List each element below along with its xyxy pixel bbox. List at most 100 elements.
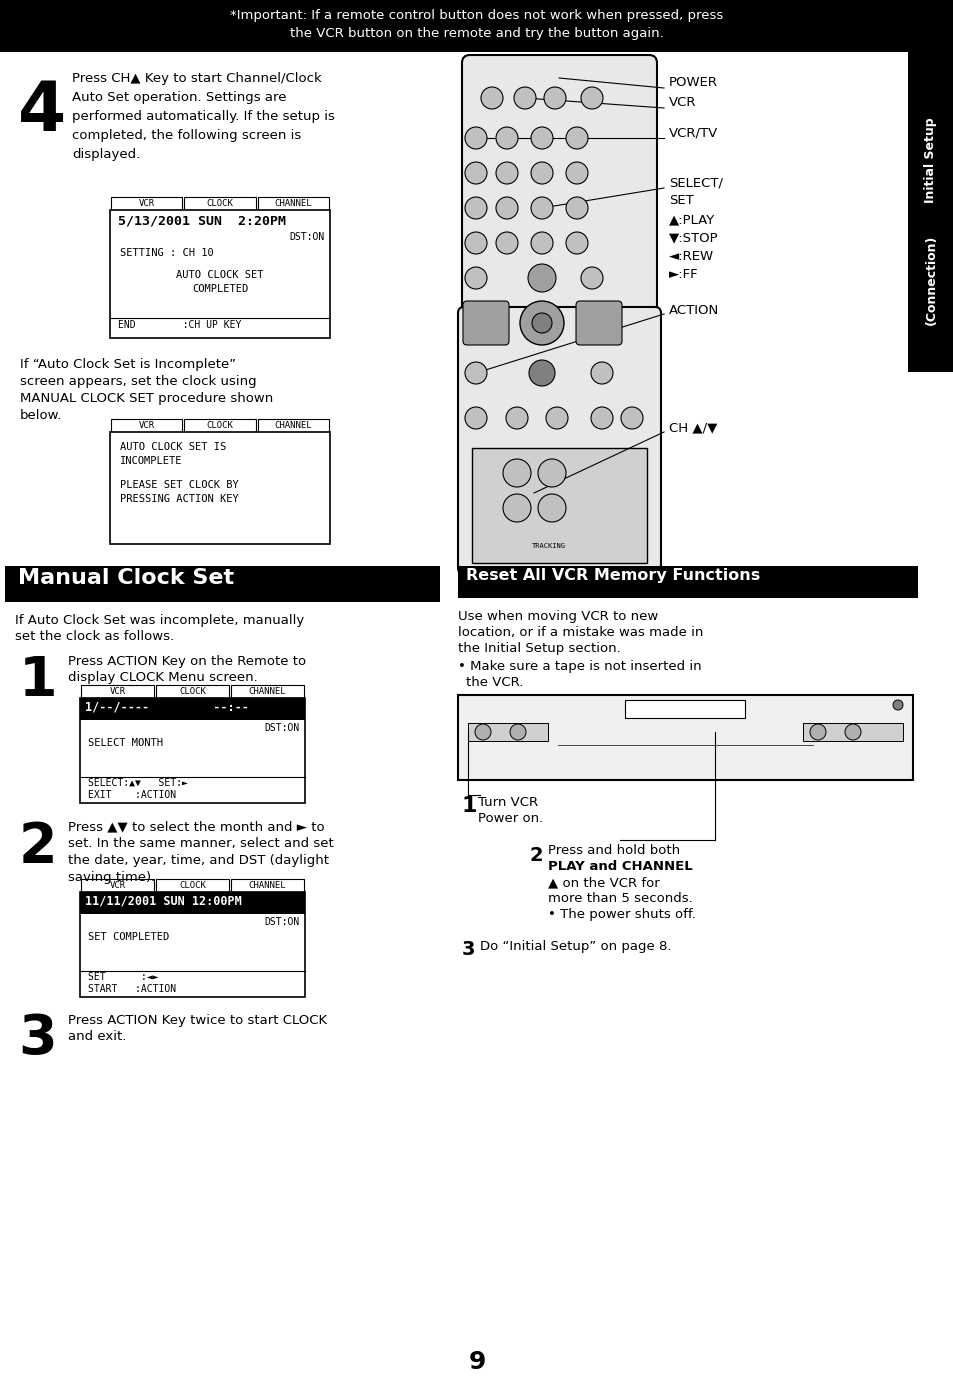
Text: CHANNEL: CHANNEL [249, 688, 286, 696]
Text: ACTION: ACTION [668, 303, 719, 317]
Bar [110, 209, 330, 338]
Circle shape [496, 127, 517, 149]
Text: ►:FF: ►:FF [668, 267, 698, 281]
Text: END        :CH UP KEY: END :CH UP KEY [118, 320, 241, 329]
Text: PLAY and CHANNEL: PLAY and CHANNEL [547, 860, 692, 874]
Circle shape [537, 493, 565, 522]
Bar [81, 879, 153, 892]
Bar [156, 685, 229, 699]
Circle shape [464, 127, 486, 149]
Bar [80, 892, 305, 914]
Text: Press and hold both: Press and hold both [547, 843, 679, 857]
Text: AUTO CLOCK SET IS: AUTO CLOCK SET IS [120, 442, 226, 452]
Text: the date, year, time, and DST (daylight: the date, year, time, and DST (daylight [68, 854, 329, 867]
Bar [111, 197, 182, 209]
Text: Auto Set operation. Settings are: Auto Set operation. Settings are [71, 91, 286, 103]
Circle shape [580, 267, 602, 289]
Text: CHANNEL: CHANNEL [274, 200, 312, 208]
Bar [5, 566, 439, 602]
Text: 4: 4 [18, 79, 66, 145]
Text: the VCR button on the remote and try the button again.: the VCR button on the remote and try the… [290, 28, 663, 40]
Bar [80, 892, 305, 998]
Text: CLOCK: CLOCK [207, 422, 233, 430]
Text: performed automatically. If the setup is: performed automatically. If the setup is [71, 110, 335, 123]
Text: COMPLETED: COMPLETED [192, 284, 248, 294]
Text: SET: SET [668, 193, 693, 207]
Text: VCR: VCR [110, 882, 126, 890]
Text: EXIT    :ACTION: EXIT :ACTION [88, 790, 176, 801]
Text: Press ACTION Key twice to start CLOCK: Press ACTION Key twice to start CLOCK [68, 1014, 327, 1027]
Circle shape [464, 362, 486, 384]
Bar [80, 699, 305, 719]
Text: VCR: VCR [668, 96, 696, 109]
Circle shape [620, 407, 642, 429]
Circle shape [580, 87, 602, 109]
Circle shape [475, 723, 491, 740]
Circle shape [543, 87, 565, 109]
Bar [111, 419, 182, 431]
Text: Initial Setup: Initial Setup [923, 117, 937, 203]
Text: 5/13/2001 SUN  2:20PM: 5/13/2001 SUN 2:20PM [118, 215, 286, 227]
Text: 3: 3 [19, 1011, 57, 1067]
Bar [802, 723, 902, 741]
Circle shape [531, 127, 553, 149]
Circle shape [505, 407, 527, 429]
Text: the Initial Setup section.: the Initial Setup section. [457, 642, 620, 655]
Text: If “Auto Clock Set is Incomplete”: If “Auto Clock Set is Incomplete” [20, 358, 236, 371]
Text: set the clock as follows.: set the clock as follows. [15, 630, 174, 644]
Text: SETTING : CH 10: SETTING : CH 10 [120, 248, 213, 258]
Bar [231, 685, 304, 699]
Text: CHANNEL: CHANNEL [249, 882, 286, 890]
Bar [907, 52, 953, 372]
Text: screen appears, set the clock using: screen appears, set the clock using [20, 375, 256, 389]
Bar [457, 695, 912, 780]
Text: SET COMPLETED: SET COMPLETED [88, 932, 169, 943]
Text: 11/11/2001 SUN 12:00PM: 11/11/2001 SUN 12:00PM [85, 894, 241, 908]
Circle shape [464, 267, 486, 289]
Text: SELECT MONTH: SELECT MONTH [88, 739, 163, 748]
Text: 3: 3 [461, 940, 475, 959]
Circle shape [529, 360, 555, 386]
Circle shape [496, 232, 517, 254]
Circle shape [531, 163, 553, 185]
Text: below.: below. [20, 409, 62, 422]
Circle shape [565, 163, 587, 185]
Text: • The power shuts off.: • The power shuts off. [547, 908, 695, 921]
Text: ▲ on the VCR for: ▲ on the VCR for [547, 876, 659, 889]
Text: displayed.: displayed. [71, 147, 140, 161]
Text: and exit.: and exit. [68, 1029, 126, 1043]
Bar [184, 419, 255, 431]
FancyBboxPatch shape [462, 300, 509, 344]
Text: *Important: If a remote control button does not work when pressed, press: *Important: If a remote control button d… [230, 8, 723, 22]
Text: INCOMPLETE: INCOMPLETE [120, 456, 182, 466]
Circle shape [565, 197, 587, 219]
Text: CH ▲/▼: CH ▲/▼ [668, 422, 717, 434]
Text: 1/--/----         --:--: 1/--/---- --:-- [85, 701, 249, 714]
Text: VCR/TV: VCR/TV [668, 127, 718, 139]
Circle shape [464, 163, 486, 185]
Text: 1: 1 [19, 655, 57, 708]
Text: • Make sure a tape is not inserted in: • Make sure a tape is not inserted in [457, 660, 700, 672]
Text: Do “Initial Setup” on page 8.: Do “Initial Setup” on page 8. [479, 940, 671, 954]
Circle shape [527, 265, 556, 292]
Text: Manual Clock Set: Manual Clock Set [18, 568, 233, 588]
Circle shape [565, 232, 587, 254]
Text: Turn VCR: Turn VCR [477, 796, 537, 809]
Text: CHANNEL: CHANNEL [274, 422, 312, 430]
Text: CLOCK: CLOCK [207, 200, 233, 208]
Text: Press ACTION Key on the Remote to: Press ACTION Key on the Remote to [68, 655, 306, 668]
Text: AUTO CLOCK SET: AUTO CLOCK SET [176, 270, 263, 280]
Circle shape [464, 197, 486, 219]
Bar [81, 685, 153, 699]
Text: ▲:PLAY: ▲:PLAY [668, 214, 715, 226]
Text: Press CH▲ Key to start Channel/Clock: Press CH▲ Key to start Channel/Clock [71, 72, 321, 85]
Text: 2: 2 [19, 820, 57, 874]
Text: display CLOCK Menu screen.: display CLOCK Menu screen. [68, 671, 257, 683]
Circle shape [809, 723, 825, 740]
Circle shape [590, 362, 613, 384]
Circle shape [892, 700, 902, 710]
Text: DST:ON: DST:ON [290, 232, 325, 243]
Bar [184, 197, 255, 209]
Text: ▼:STOP: ▼:STOP [668, 232, 718, 244]
Text: PRESSING ACTION KEY: PRESSING ACTION KEY [120, 493, 238, 504]
